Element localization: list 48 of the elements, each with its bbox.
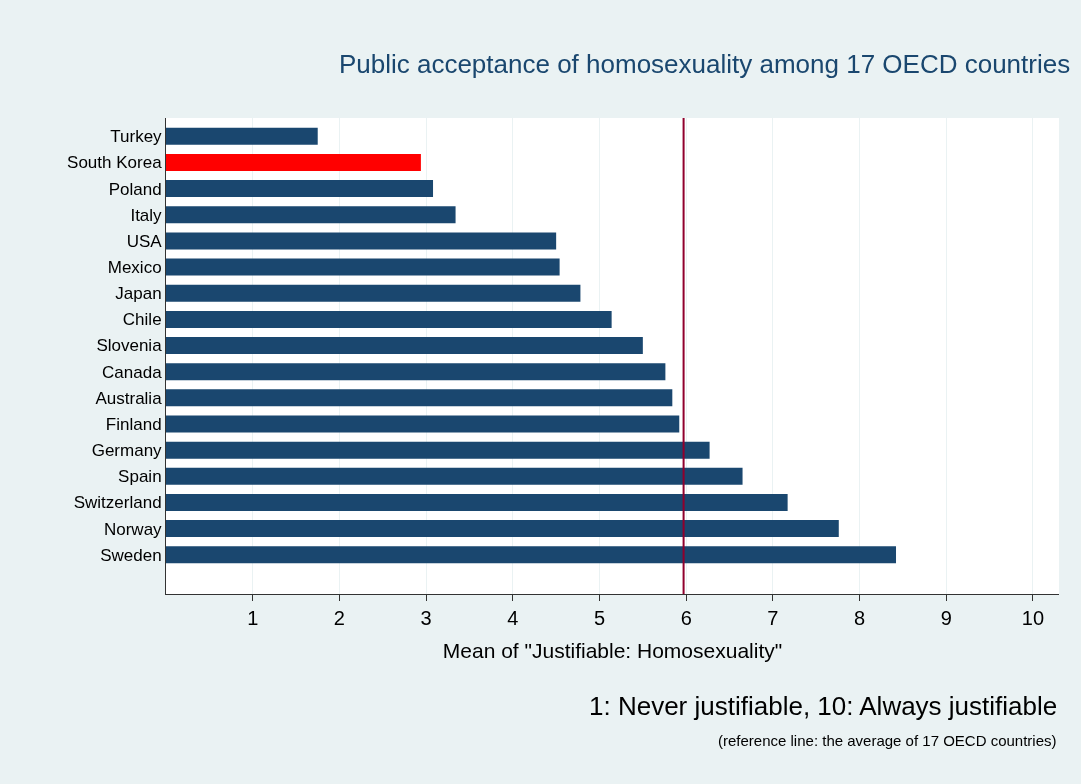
y-tick-label: USA: [126, 231, 163, 251]
y-tick-label: Turkey: [110, 127, 163, 147]
bar: [166, 153, 421, 171]
bar: [166, 389, 673, 407]
y-tick-label: Japan: [115, 284, 162, 304]
x-tick-label: 2: [333, 607, 345, 629]
x-tick-label: 6: [680, 607, 692, 629]
bar: [166, 258, 560, 276]
bar: [166, 127, 318, 145]
bar: [166, 206, 456, 224]
bar: [166, 415, 680, 433]
bar: [166, 363, 666, 381]
chart-title: Public acceptance of homosexuality among 17 OECD countries: [338, 49, 1071, 80]
y-tick-label: Italy: [130, 205, 163, 225]
y-tick-label: Germany: [91, 441, 163, 461]
x-tick-label: 5: [593, 607, 606, 629]
bar: [166, 310, 612, 328]
bar: [166, 284, 581, 302]
y-tick-label: Australia: [95, 388, 163, 408]
x-tick-label: 7: [767, 607, 779, 629]
bar: [166, 232, 557, 250]
y-tick-label: South Korea: [67, 153, 163, 173]
y-tick-label: Chile: [122, 310, 162, 330]
bar: [166, 337, 643, 355]
bar: [166, 520, 839, 538]
bar: [166, 493, 788, 511]
text: 1: Never justifiable, 10: Always justifiable: [589, 691, 1058, 721]
x-tick-label: 1: [247, 607, 259, 629]
y-tick-label: Sweden: [100, 545, 162, 565]
y-tick-label: Canada: [102, 362, 163, 382]
x-axis-title: Mean of "Justifiable: Homosexuality": [442, 639, 783, 663]
text: (reference line: the average of 17 OECD countries): [718, 732, 1057, 749]
x-tick-label: 10: [1021, 607, 1045, 629]
bar: [166, 467, 743, 485]
bar: [166, 546, 897, 564]
x-tick-label: 9: [940, 607, 952, 629]
x-tick-label: 3: [420, 607, 432, 629]
x-tick-label: 8: [854, 607, 866, 629]
y-tick-label: Norway: [103, 519, 163, 539]
x-tick-label: 4: [507, 607, 519, 629]
y-tick-label: Spain: [118, 467, 162, 487]
bar: [166, 180, 434, 198]
y-tick-label: Switzerland: [73, 493, 162, 513]
bar: [166, 441, 710, 459]
y-tick-label: Finland: [105, 414, 162, 434]
y-tick-label: Mexico: [107, 258, 162, 278]
y-tick-label: Slovenia: [96, 336, 163, 356]
y-tick-label: Poland: [108, 179, 162, 199]
